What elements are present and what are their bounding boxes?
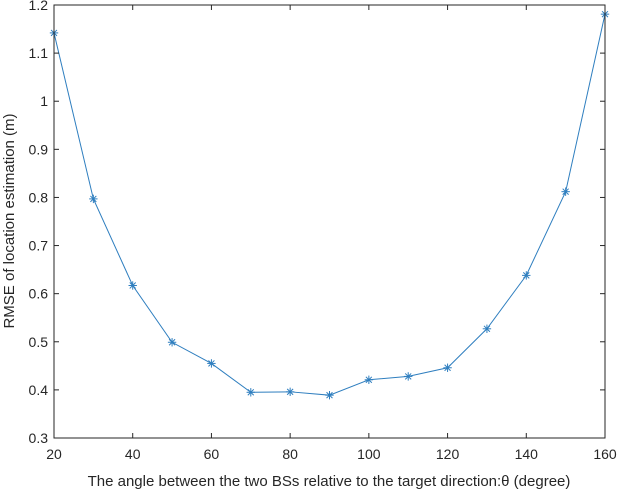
x-tick-label: 40 [125, 446, 141, 462]
data-point [128, 281, 137, 290]
y-tick-label: 1 [40, 93, 48, 109]
data-point [404, 372, 413, 381]
x-tick-label: 80 [282, 446, 298, 462]
data-point [167, 338, 177, 347]
y-tick-label: 0.3 [29, 430, 49, 446]
y-ticks: 0.3 0.4 0.5 0.6 0.7 0.8 0.9 1 1.1 1.2 [29, 0, 605, 446]
y-tick-label: 0.4 [29, 382, 49, 398]
x-tick-label: 20 [46, 446, 62, 462]
x-tick-label: 160 [593, 446, 617, 462]
y-tick-label: 0.9 [29, 141, 49, 157]
x-ticks: 20 40 60 80 100 120 140 160 [46, 5, 617, 462]
y-tick-label: 0.5 [29, 334, 49, 350]
y-axis-label: RMSE of location estimation (m) [1, 113, 18, 328]
x-tick-label: 140 [515, 446, 539, 462]
x-axis-label: The angle between the two BSs relative t… [88, 473, 571, 490]
axes [53, 4, 606, 439]
y-tick-label: 0.7 [29, 238, 49, 254]
data-point [246, 388, 255, 397]
x-tick-label: 100 [357, 446, 381, 462]
data-point [561, 187, 570, 196]
y-tick-label: 0.8 [29, 189, 49, 205]
data-point [285, 387, 295, 397]
data-point [482, 324, 492, 333]
y-tick-label: 1.2 [29, 0, 49, 13]
x-tick-label: 60 [204, 446, 220, 462]
plot-marks [49, 9, 610, 400]
data-point [207, 359, 216, 368]
data-point [522, 271, 531, 280]
data-point [89, 194, 98, 204]
series-line [53, 14, 606, 396]
data-point [325, 390, 334, 400]
x-tick-label: 120 [436, 446, 460, 462]
y-tick-label: 1.1 [29, 45, 49, 61]
data-point [364, 375, 374, 384]
y-tick-label: 0.6 [29, 286, 49, 302]
data-point [443, 363, 452, 372]
axes-box [53, 4, 606, 439]
